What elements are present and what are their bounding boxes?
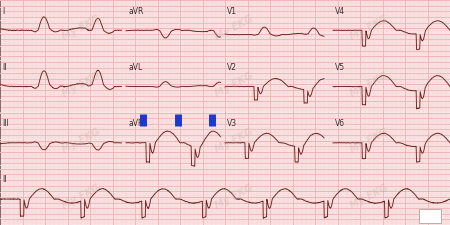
Text: II: II [2, 63, 7, 72]
Text: My EKG: My EKG [213, 70, 255, 99]
Text: My EKG: My EKG [213, 126, 255, 155]
Text: V4: V4 [335, 7, 346, 16]
Text: I: I [2, 7, 4, 16]
Text: My EKG: My EKG [348, 183, 390, 211]
Text: V5: V5 [335, 63, 346, 72]
Text: My EKG: My EKG [213, 183, 255, 211]
Text: My EKG: My EKG [348, 126, 390, 155]
Text: V6: V6 [335, 119, 346, 128]
Text: III: III [2, 119, 9, 128]
Text: II: II [2, 176, 7, 184]
Text: My EKG: My EKG [348, 14, 390, 42]
Text: My EKG: My EKG [60, 126, 102, 155]
Text: aVF: aVF [128, 119, 143, 128]
Text: V3: V3 [227, 119, 238, 128]
Text: My EKG: My EKG [60, 70, 102, 99]
Text: My EKG: My EKG [60, 14, 102, 42]
Text: My EKG: My EKG [348, 70, 390, 99]
Text: My EKG: My EKG [213, 14, 255, 42]
Text: V2: V2 [227, 63, 237, 72]
Text: aVR: aVR [128, 7, 144, 16]
Text: aVL: aVL [128, 63, 143, 72]
Text: My EKG: My EKG [60, 183, 102, 211]
Text: V1: V1 [227, 7, 237, 16]
